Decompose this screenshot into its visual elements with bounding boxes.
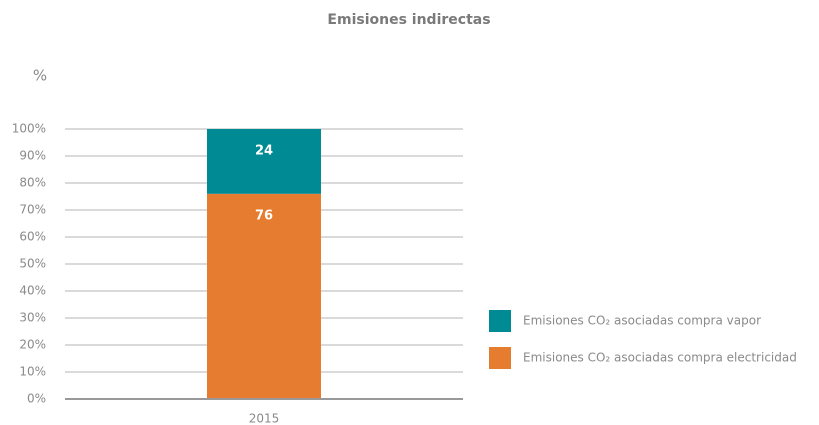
y-tick-label: 20% (19, 338, 46, 352)
y-tick-label: 70% (19, 203, 46, 217)
bar-segment (207, 193, 321, 399)
chart-title: Emisiones indirectas (327, 12, 490, 28)
y-tick-label: 60% (19, 230, 46, 244)
legend-label: Emisiones CO₂ asociadas compra electrici… (523, 351, 797, 365)
y-tick-label: 80% (19, 176, 46, 190)
y-tick-label: 10% (19, 365, 46, 379)
legend-swatch (489, 347, 511, 369)
y-tick-label: 30% (19, 311, 46, 325)
data-label: 24 (255, 144, 273, 159)
legend-swatch (489, 310, 511, 332)
y-tick-label: 90% (19, 149, 46, 163)
y-tick-label: 40% (19, 284, 46, 298)
legend-label: Emisiones CO₂ asociadas compra vapor (523, 314, 761, 328)
y-tick-label: 0% (27, 392, 46, 406)
bar-segment (207, 129, 321, 194)
y-tick-label: 100% (12, 122, 46, 136)
data-label: 76 (255, 208, 273, 223)
y-axis-label: % (33, 67, 47, 85)
x-tick-label: 2015 (249, 412, 280, 425)
y-tick-label: 50% (19, 257, 46, 271)
